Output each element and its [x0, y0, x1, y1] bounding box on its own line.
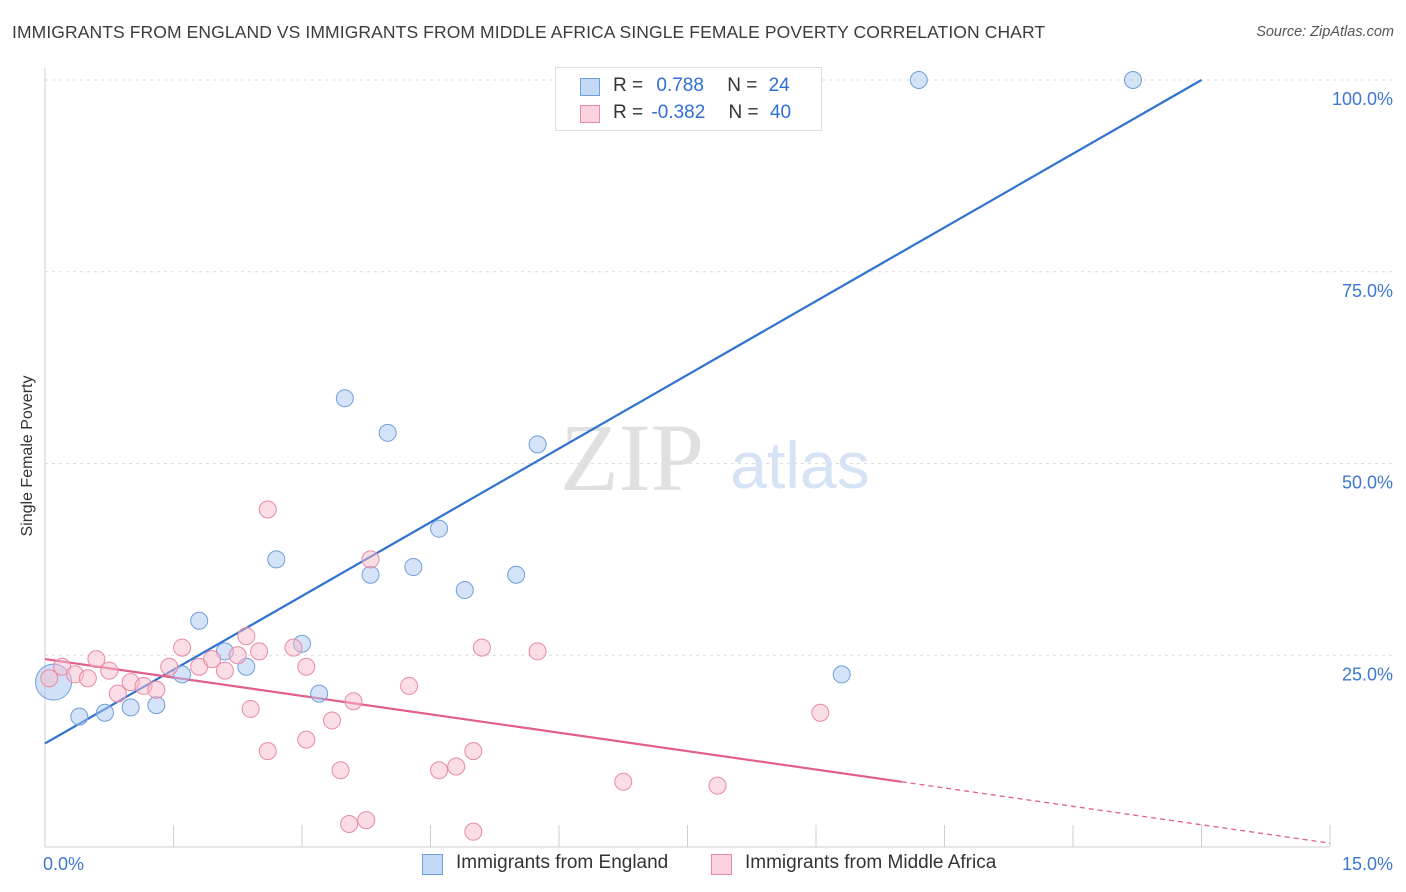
- point-africa-15: [228, 646, 247, 665]
- point-africa-29: [361, 550, 380, 569]
- point-africa-10: [160, 657, 179, 676]
- point-england-3: [121, 698, 140, 717]
- legend-swatch-africa: [580, 105, 600, 123]
- point-africa-35: [472, 638, 491, 657]
- point-africa-30: [400, 676, 419, 695]
- point-england-9: [267, 550, 286, 569]
- legend-n-label-africa: N =: [728, 102, 759, 123]
- point-england-16: [430, 519, 449, 538]
- point-africa-28: [357, 811, 376, 830]
- legend-n-label-england: N =: [727, 75, 758, 96]
- data-points: [35, 71, 1142, 841]
- point-england-12: [335, 389, 354, 408]
- point-england-17: [455, 581, 474, 600]
- point-africa-3: [78, 669, 97, 688]
- point-africa-5: [100, 661, 119, 680]
- y-tick-label-1: 50.0%: [1342, 473, 1393, 493]
- legend-swatch-england: [580, 78, 600, 96]
- watermark: ZIP atlas: [560, 404, 870, 511]
- point-africa-25: [331, 761, 350, 780]
- y-tick-label-2: 75.0%: [1342, 281, 1393, 301]
- point-africa-9: [147, 680, 166, 699]
- legend-r-value-england: 0.788: [656, 75, 704, 96]
- point-england-15: [404, 558, 423, 577]
- legend-r-label-africa: R =: [613, 102, 644, 123]
- legend-r-label-england: R =: [613, 75, 644, 96]
- point-africa-4: [87, 650, 106, 669]
- point-africa-11: [173, 638, 192, 657]
- y-tick-label-3: 100.0%: [1332, 89, 1393, 109]
- point-africa-14: [215, 661, 234, 680]
- point-africa-20: [258, 500, 277, 519]
- point-africa-38: [708, 776, 727, 795]
- y-axis-label: Single Female Poverty: [19, 375, 36, 537]
- y-tick-label-0: 25.0%: [1342, 664, 1393, 684]
- tick-labels: 25.0% 50.0% 75.0% 100.0% 0.0% 15.0%: [43, 89, 1393, 874]
- grid-lines: [45, 79, 1395, 656]
- watermark-atlas: atlas: [730, 428, 869, 502]
- point-africa-23: [297, 657, 316, 676]
- bottom-legend-label-africa: Immigrants from Middle Africa: [745, 852, 997, 873]
- point-africa-27: [344, 692, 363, 711]
- watermark-zip: ZIP: [560, 404, 704, 511]
- legend-n-value-england: 24: [768, 75, 790, 96]
- trend-line-1: [44, 657, 902, 783]
- point-africa-37: [614, 772, 633, 791]
- point-england-1: [70, 707, 89, 726]
- legend-n-value-africa: 40: [769, 102, 792, 123]
- point-africa-33: [464, 822, 483, 841]
- point-africa-24: [322, 711, 341, 730]
- point-england-4: [147, 696, 166, 715]
- axes: [44, 68, 1331, 848]
- point-england-18: [507, 565, 526, 584]
- point-africa-34: [464, 742, 483, 761]
- chart-title: IMMIGRANTS FROM ENGLAND VS IMMIGRANTS FR…: [12, 22, 1046, 42]
- bottom-legend-label-england: Immigrants from England: [456, 852, 669, 873]
- point-england-6: [190, 611, 209, 630]
- legend-r-value-africa: -0.382: [651, 102, 706, 123]
- correlation-legend: R = 0.788 N = 24 R = -0.382 N = 40: [555, 67, 822, 131]
- point-africa-21: [284, 638, 303, 657]
- point-africa-0: [40, 669, 59, 688]
- point-africa-26: [340, 814, 359, 833]
- point-africa-13: [203, 650, 222, 669]
- point-africa-22: [297, 730, 316, 749]
- bottom-legend-swatch-africa: [711, 854, 732, 875]
- point-england-22: [1123, 71, 1142, 89]
- point-england-21: [909, 71, 928, 89]
- point-africa-16: [237, 627, 256, 646]
- point-africa-36: [528, 642, 547, 661]
- x-tick-label-max: 15.0%: [1342, 854, 1393, 874]
- point-england-14: [378, 423, 397, 442]
- point-england-20: [832, 665, 851, 684]
- point-africa-39: [811, 703, 830, 722]
- point-africa-17: [250, 642, 269, 661]
- chart-source: Source: ZipAtlas.com: [1256, 24, 1394, 40]
- point-africa-6: [108, 684, 127, 703]
- point-england-2: [95, 703, 114, 722]
- point-africa-31: [430, 761, 449, 780]
- point-england-19: [528, 435, 547, 454]
- point-africa-18: [241, 699, 260, 718]
- bottom-legend-swatch-england: [422, 854, 443, 875]
- point-africa-19: [258, 742, 277, 761]
- point-england-13: [361, 565, 380, 584]
- point-africa-32: [447, 757, 466, 776]
- point-england-11: [310, 684, 329, 703]
- trend-line-0: [44, 79, 1203, 745]
- x-tick-label-min: 0.0%: [43, 854, 84, 874]
- trend-extension-1: [901, 781, 1331, 844]
